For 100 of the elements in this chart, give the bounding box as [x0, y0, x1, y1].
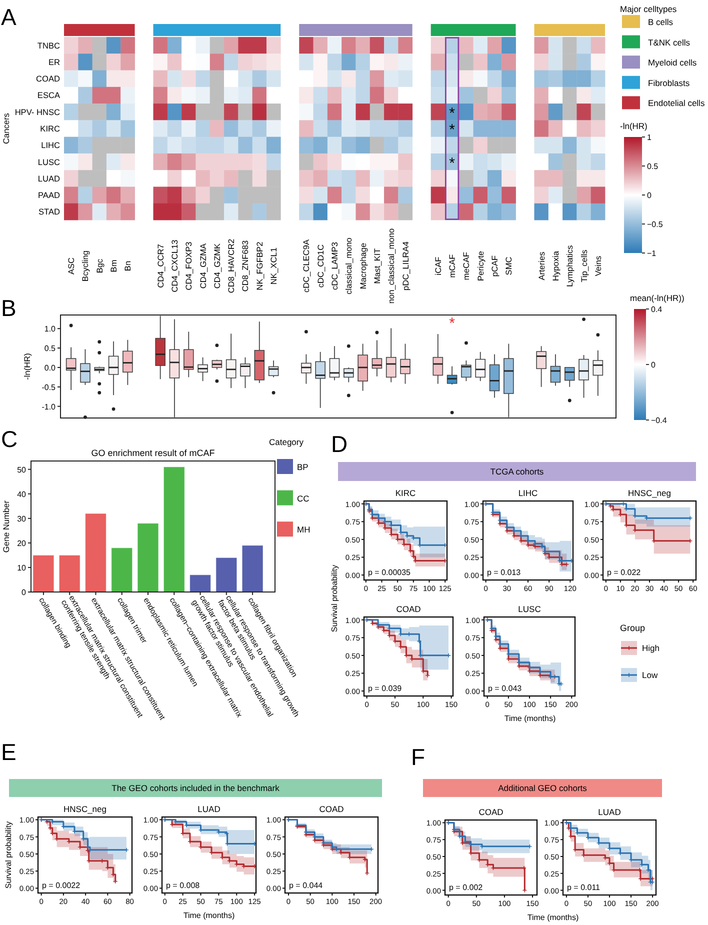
color-bar-label: −0.4: [651, 416, 668, 425]
annotation: p = 0.043: [488, 684, 522, 693]
x-tick-label: classical_mono: [344, 237, 354, 294]
annotation: p = 0.013: [487, 568, 522, 577]
y-tick-label: -0.5: [42, 382, 56, 392]
x-tick-label: ASC: [66, 257, 76, 275]
y-tick-label: ESCA: [37, 90, 60, 100]
legend-label: CC: [297, 493, 310, 504]
category-label: Myeloid cells: [648, 58, 697, 68]
text: B: [1, 295, 16, 321]
text: E: [1, 739, 16, 765]
x-tick-label: Tip_cells: [578, 250, 589, 282]
text: Major celltypes: [620, 4, 677, 14]
x-tick-label: Hypoxia: [550, 250, 560, 281]
x-tick-label: CD8_HAVCR2: [226, 238, 236, 294]
category-label: Endotelial cells: [648, 98, 705, 108]
x-tick-label: Bgc: [94, 258, 104, 274]
category-label: B cells: [648, 17, 674, 27]
chart-title: GO enrichment result of mCAF: [91, 448, 216, 458]
y-tick-label: 30: [17, 514, 27, 524]
legend-label: MH: [297, 524, 310, 535]
annotation: p = 0.008: [166, 881, 200, 890]
y-tick-label: 1.0: [44, 324, 56, 334]
annotation: *: [449, 315, 456, 332]
color-bar-label: −1: [647, 249, 657, 258]
chart-title: COAD: [319, 804, 344, 814]
x-tick-label: Lymphatics: [564, 245, 575, 287]
x-tick-label: CD4_FOXP3: [184, 241, 194, 290]
x-tick-label: mCAF: [447, 254, 458, 278]
annotation: *: [449, 154, 456, 172]
x-tick-label: CD4_CXCL13: [169, 239, 180, 292]
color-bar-label: 0: [651, 360, 656, 370]
text: D: [331, 431, 348, 457]
y-tick-label: 40: [17, 490, 27, 499]
y-axis-title: Survival probability: [4, 821, 13, 889]
y-tick-label: COAD: [36, 74, 60, 84]
y-tick-label: 10: [17, 563, 27, 572]
y-tick-label: 20: [17, 538, 27, 548]
text: Additional GEO cohorts: [498, 783, 587, 793]
chart-title: COAD: [396, 604, 421, 614]
x-axis-title: Time (months): [183, 911, 235, 920]
y-tick-label: 0.0: [44, 363, 56, 372]
y-tick-label: ER: [48, 56, 60, 67]
y-axis-title: -ln(HR): [22, 352, 32, 380]
chart-title: LUAD: [198, 804, 220, 814]
text: A: [1, 4, 17, 30]
x-tick-label: NK_FGFBP2: [254, 241, 264, 290]
y-tick-label: KIRC: [40, 124, 60, 134]
x-tick-label: Pericyte: [475, 250, 486, 281]
legend-title: Group: [620, 623, 646, 633]
y-tick-label: HPV- HNSC: [14, 106, 60, 117]
y-tick-label: 50: [17, 465, 27, 474]
color-bar-label: 0: [647, 191, 652, 200]
color-bar-label: −0.5: [647, 220, 664, 229]
chart-title: COAD: [478, 807, 504, 817]
y-tick-label: PAAD: [38, 190, 60, 200]
x-tick-label: pCAF: [490, 255, 500, 277]
x-tick-label: Bcycling: [80, 250, 90, 282]
text: TCGA cohorts: [490, 466, 544, 476]
y-tick-label: TNBC: [37, 40, 60, 50]
text: F: [411, 744, 426, 770]
y-tick-label: LIHC: [41, 140, 60, 150]
y-tick-label: LUAD: [38, 173, 60, 184]
color-bar-title: -ln(HR): [620, 121, 648, 131]
y-tick-label: STAD: [38, 206, 60, 217]
x-tick-label: Macrophage: [358, 242, 368, 290]
y-tick-label: -1.0: [42, 402, 56, 412]
annotation: p = 0.039: [368, 684, 402, 693]
color-bar-title: mean(-ln(HR)): [630, 293, 684, 303]
y-axis-title: Survival probability: [330, 564, 339, 632]
x-tick-label: Mast_KIT: [372, 248, 382, 284]
y-axis-title: Gene Number: [1, 500, 11, 553]
text: The GEO cohorts included in the benchmark: [112, 783, 280, 793]
annotation: p = 0.011: [567, 883, 601, 892]
x-tick-label: cDC_LAMP3: [330, 242, 340, 290]
annotation: p = 0.0022: [42, 881, 81, 890]
annotation: p = 0.002: [449, 883, 484, 892]
annotation: p = 0.00035: [368, 568, 412, 577]
x-tick-label: Veins: [592, 256, 603, 276]
x-tick-label: meCAF: [461, 252, 472, 280]
x-tick-label: NK_XCL1: [268, 247, 279, 284]
annotation: p = 0.044: [289, 881, 324, 890]
legend-title: Category: [269, 437, 304, 447]
color-bar-label: 0.4: [651, 305, 663, 314]
category-label: Fibroblasts: [648, 78, 690, 88]
chart-title: HNSC_neg: [64, 804, 107, 814]
x-tick-label: CD8_ZNF683: [240, 240, 250, 292]
x-tick-label: cDC_CLEC9A: [301, 239, 312, 293]
y-tick-label: 0.5: [44, 344, 56, 354]
x-tick-label: non_classical_mono: [386, 228, 396, 304]
x-tick-label: Bm: [108, 260, 119, 272]
y-tick-label: LUSC: [38, 156, 60, 167]
x-tick-label: SMC: [504, 256, 514, 276]
chart-title: LUAD: [598, 807, 621, 817]
text: C: [1, 426, 18, 452]
color-bar-label: 0.5: [647, 162, 659, 171]
annotation: *: [449, 104, 456, 122]
chart-title: HNSC_neg: [628, 488, 672, 498]
color-bar-label: 1: [647, 133, 652, 142]
legend-label: Low: [642, 670, 658, 680]
